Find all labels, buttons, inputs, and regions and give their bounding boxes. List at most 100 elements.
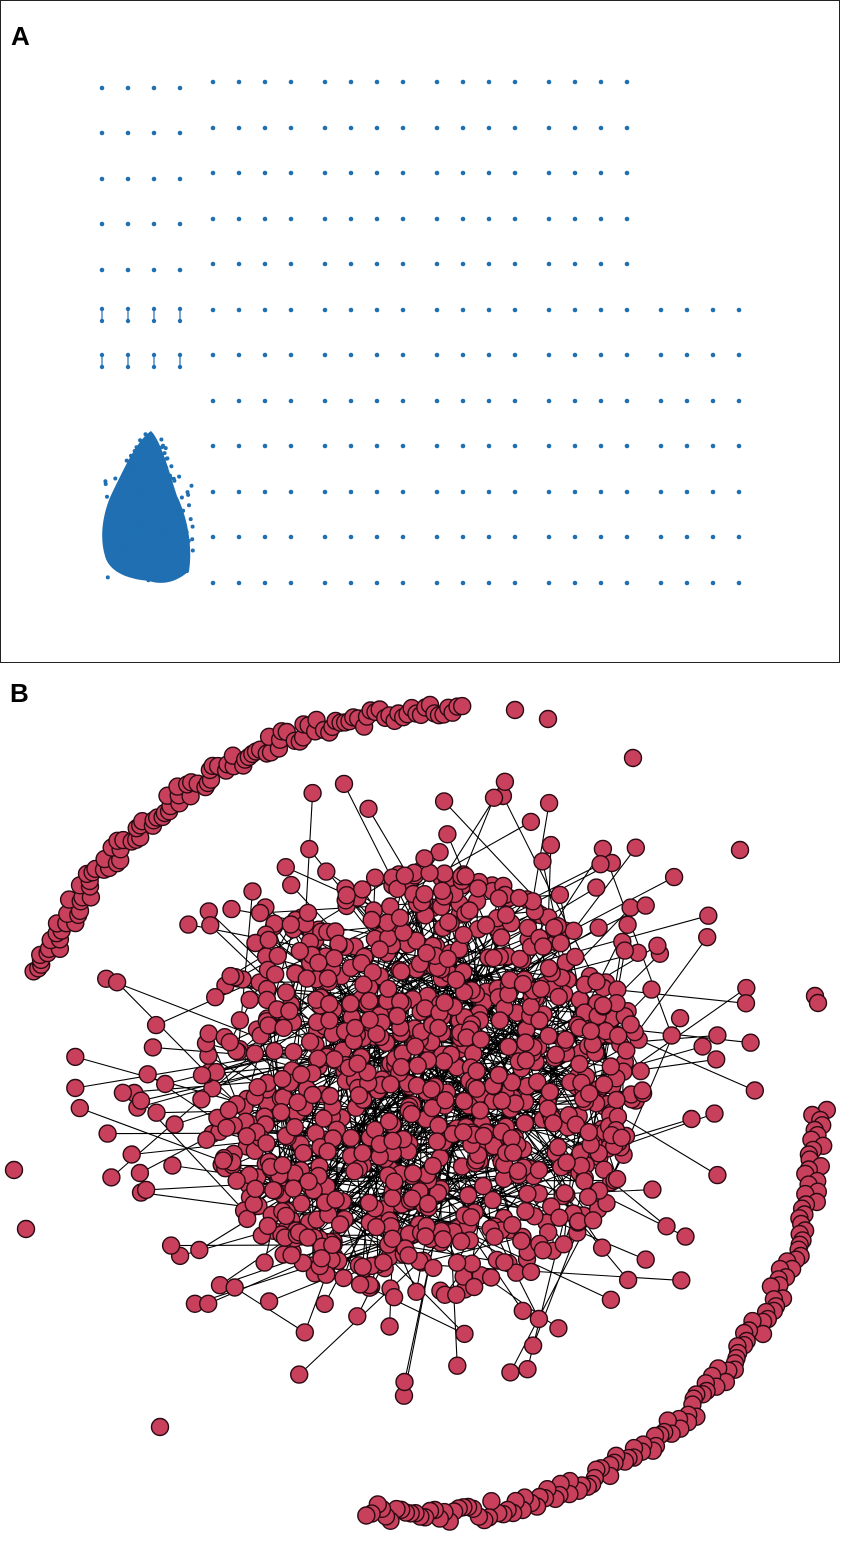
node — [284, 1179, 303, 1198]
node — [281, 915, 300, 934]
node — [451, 1232, 471, 1251]
node — [486, 79, 492, 85]
node — [546, 443, 552, 449]
node — [546, 398, 552, 404]
node — [554, 1235, 573, 1254]
node — [710, 398, 716, 404]
node — [210, 125, 216, 131]
node — [250, 903, 270, 923]
giant-component — [102, 431, 195, 583]
node — [572, 170, 578, 176]
node — [210, 489, 216, 495]
node — [190, 524, 195, 529]
node — [621, 898, 640, 917]
node — [467, 1079, 486, 1098]
node — [130, 567, 135, 572]
node — [130, 1163, 150, 1183]
node — [259, 1016, 278, 1035]
node — [400, 261, 406, 267]
node — [499, 1037, 518, 1056]
node — [262, 580, 268, 586]
node — [288, 398, 294, 404]
node — [664, 867, 684, 887]
node — [131, 1091, 151, 1110]
node — [546, 352, 552, 358]
node — [454, 925, 473, 945]
node — [359, 1193, 379, 1212]
node — [598, 79, 604, 85]
node — [151, 85, 157, 91]
node — [360, 991, 379, 1011]
node — [633, 1081, 652, 1100]
node — [730, 840, 750, 860]
node — [162, 461, 166, 466]
node — [534, 937, 553, 956]
node — [151, 130, 157, 136]
node — [177, 85, 183, 91]
node — [113, 1083, 133, 1102]
node — [516, 1051, 536, 1070]
node — [175, 553, 180, 558]
node — [454, 1091, 474, 1111]
node — [177, 176, 183, 182]
node — [285, 1118, 304, 1137]
node — [126, 562, 131, 566]
node — [512, 534, 518, 540]
node — [151, 517, 156, 522]
node — [624, 216, 630, 222]
node — [612, 1128, 631, 1147]
node — [374, 261, 380, 267]
node — [236, 534, 242, 540]
node — [138, 443, 143, 448]
node — [374, 216, 380, 222]
node — [416, 1227, 435, 1246]
node — [165, 1115, 184, 1134]
node — [684, 580, 690, 586]
node — [388, 1006, 407, 1026]
node — [374, 307, 380, 313]
node — [483, 1190, 502, 1210]
node — [150, 1417, 170, 1437]
node — [264, 1181, 283, 1200]
node — [481, 1268, 501, 1287]
node — [141, 495, 146, 500]
node — [299, 1172, 318, 1191]
node — [513, 974, 533, 994]
node — [274, 1018, 293, 1038]
node — [144, 491, 149, 496]
node — [262, 352, 268, 358]
node — [624, 398, 630, 404]
node — [496, 905, 516, 925]
node — [99, 85, 105, 91]
edge — [207, 1131, 606, 1305]
node — [236, 443, 242, 449]
node — [374, 1253, 393, 1272]
node — [128, 529, 133, 534]
node — [598, 170, 604, 176]
node — [292, 1065, 311, 1084]
node — [658, 534, 664, 540]
node — [348, 443, 354, 449]
node — [736, 443, 742, 449]
node — [163, 501, 168, 506]
node — [160, 445, 164, 450]
node — [392, 1057, 411, 1077]
node — [187, 503, 191, 508]
node — [288, 307, 294, 313]
node — [103, 529, 108, 534]
node — [288, 125, 294, 131]
node — [173, 498, 178, 503]
node — [166, 534, 171, 539]
node — [262, 307, 268, 313]
node — [125, 221, 131, 227]
node — [292, 1194, 311, 1213]
node — [142, 440, 147, 445]
node — [127, 460, 132, 465]
node — [374, 125, 380, 131]
node — [546, 125, 552, 131]
node — [436, 1091, 455, 1110]
node — [157, 525, 162, 530]
node — [341, 1128, 361, 1148]
node — [374, 170, 380, 176]
node — [485, 1227, 504, 1246]
